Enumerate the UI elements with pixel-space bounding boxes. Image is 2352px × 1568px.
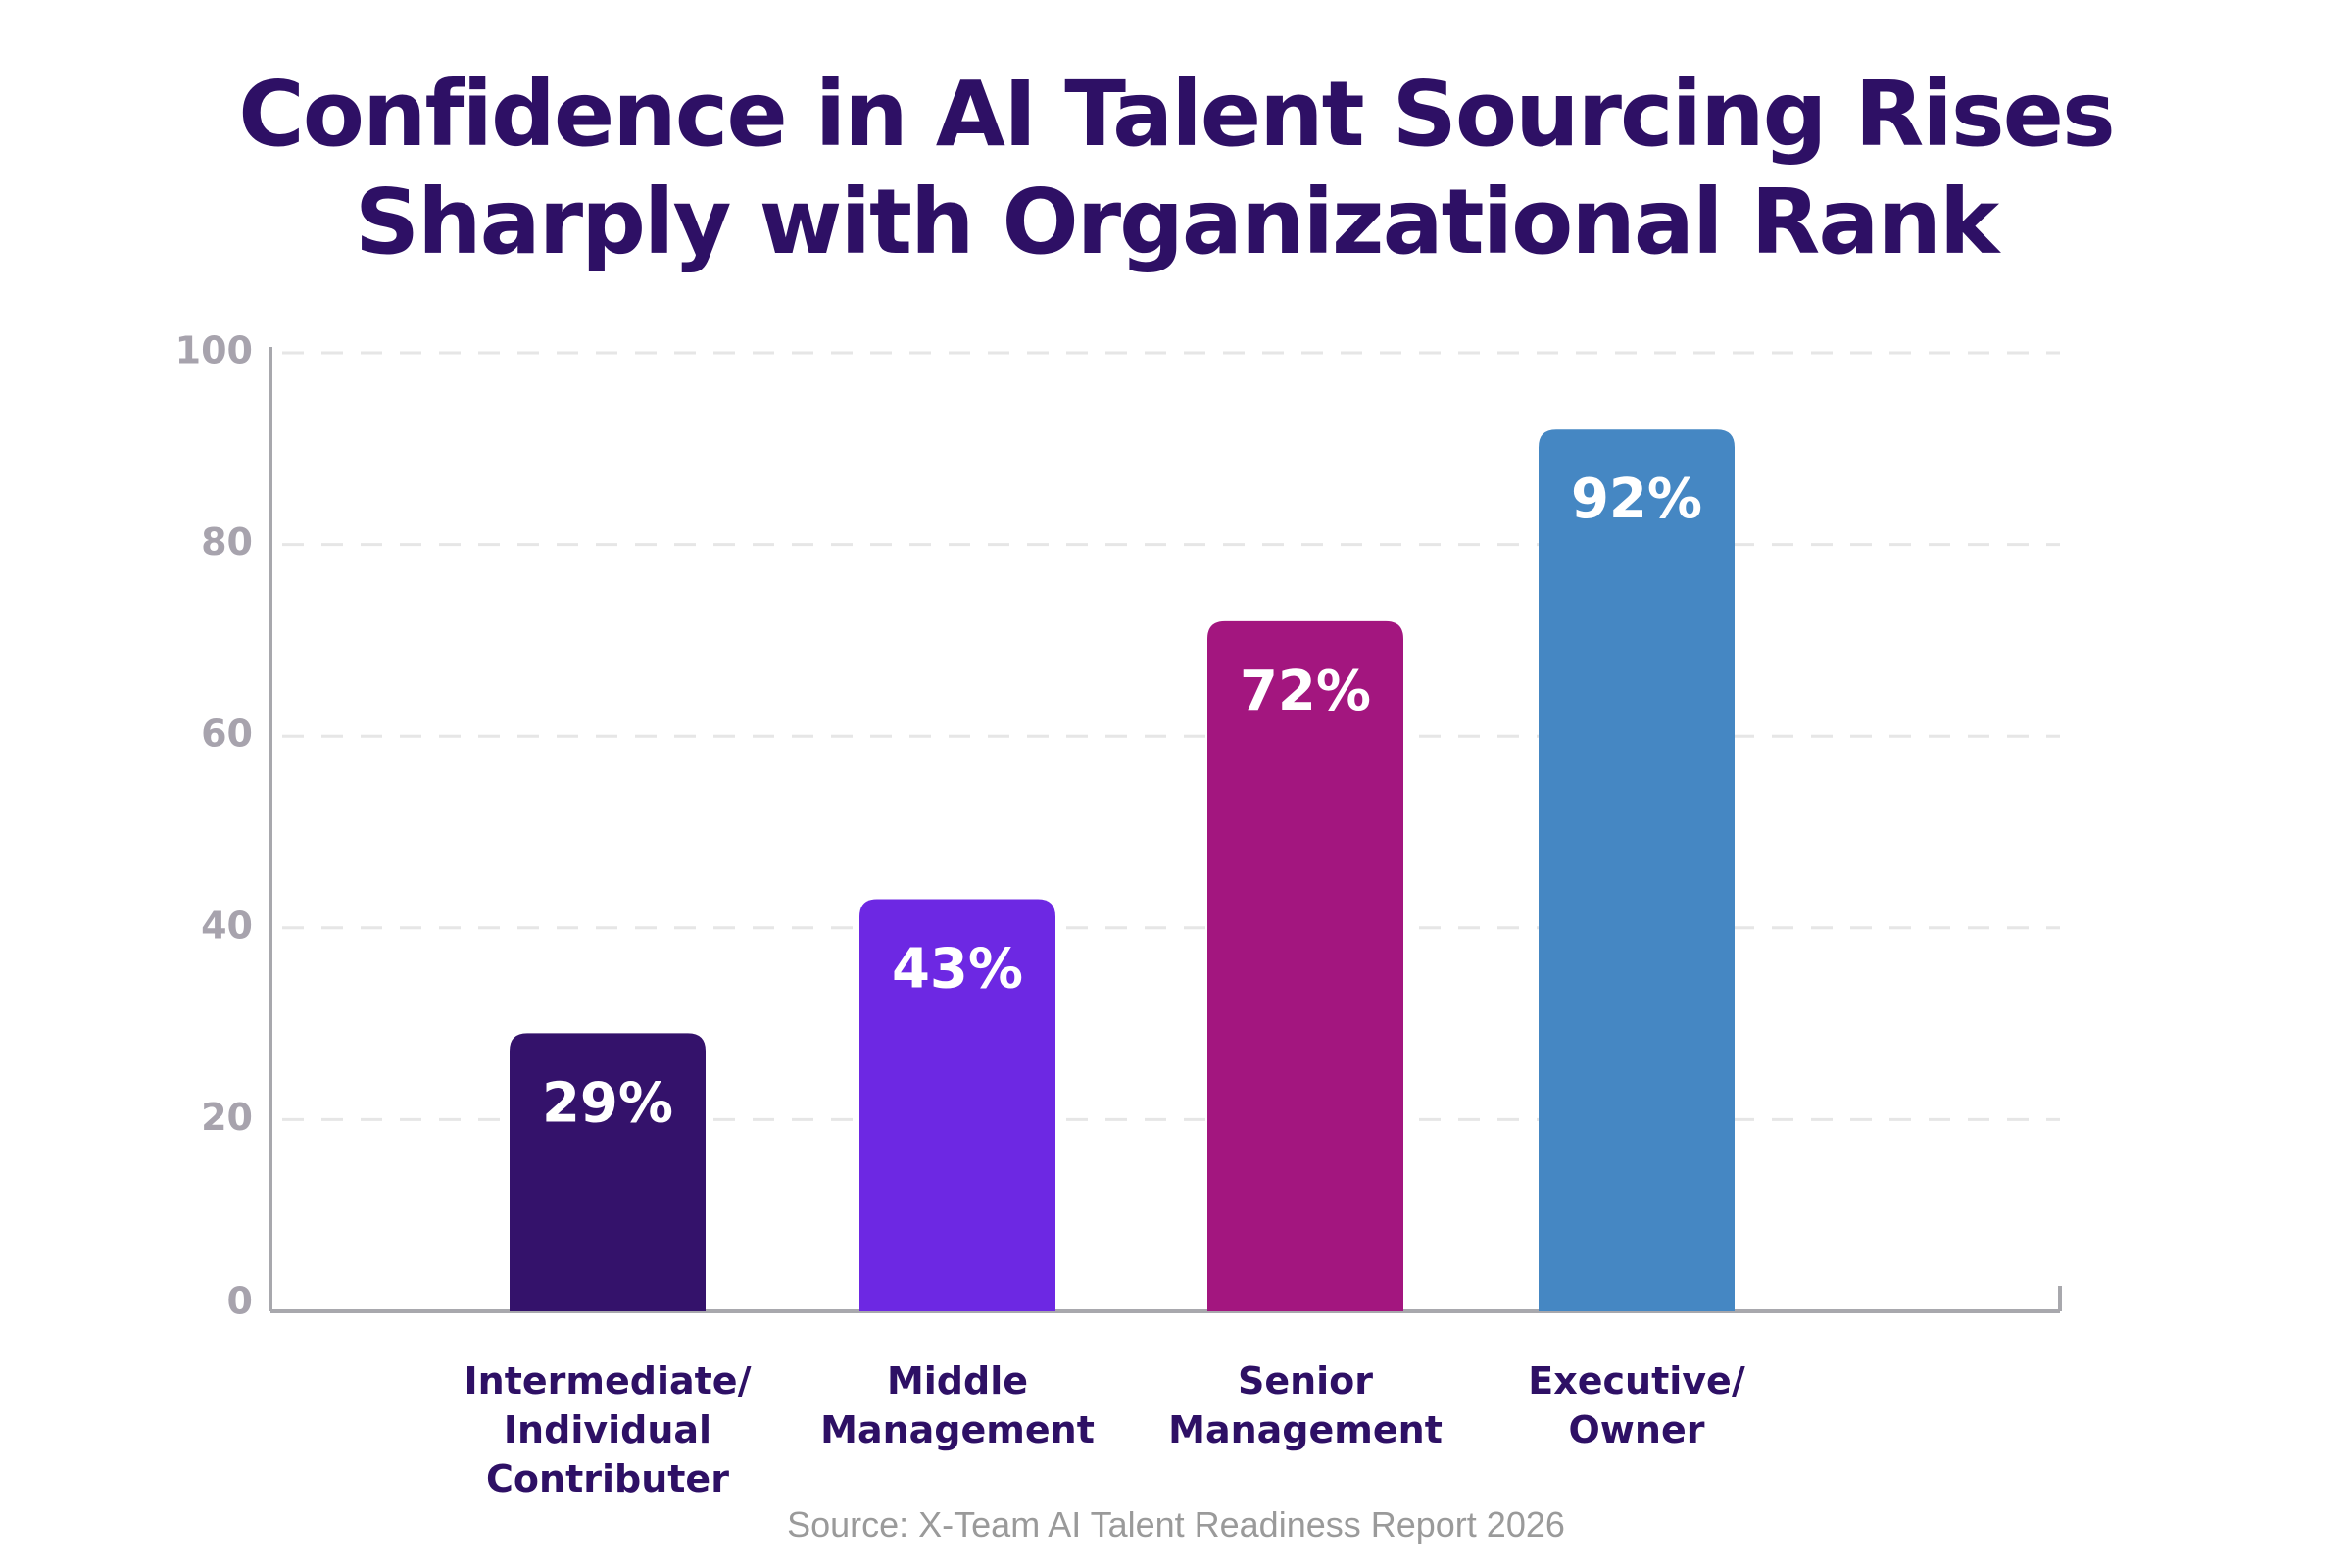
bar bbox=[1207, 620, 1403, 1311]
bar-value-label: 92% bbox=[1571, 467, 1702, 531]
source-note: Source: X-Team AI Talent Readiness Repor… bbox=[787, 1504, 1565, 1544]
x-category-label: Senior bbox=[1238, 1359, 1373, 1402]
bar-value-label: 72% bbox=[1240, 660, 1371, 723]
x-category-label: Intermediate/ bbox=[465, 1359, 752, 1402]
bar bbox=[1539, 429, 1735, 1311]
x-category-label: Management bbox=[820, 1408, 1095, 1451]
bar bbox=[510, 1033, 706, 1311]
y-tick-label: 60 bbox=[201, 712, 253, 756]
x-category-label: Individual bbox=[504, 1408, 711, 1451]
chart-title: Confidence in AI Talent Sourcing Rises S… bbox=[0, 61, 2352, 276]
y-tick-label: 20 bbox=[201, 1096, 253, 1139]
y-tick-label: 40 bbox=[201, 904, 253, 947]
x-category-label: Executive/ bbox=[1528, 1359, 1745, 1402]
x-category-label: Owner bbox=[1569, 1408, 1705, 1451]
x-category-label: Contributer bbox=[486, 1457, 729, 1500]
x-category-label: Management bbox=[1168, 1408, 1443, 1451]
x-category-label: Middle bbox=[887, 1359, 1028, 1402]
bar-value-label: 43% bbox=[892, 937, 1023, 1001]
y-tick-label: 0 bbox=[227, 1280, 253, 1323]
bar-value-label: 29% bbox=[542, 1071, 673, 1135]
bar bbox=[859, 899, 1055, 1311]
y-tick-label: 100 bbox=[175, 329, 253, 372]
chart-title-line: Sharply with Organizational Rank bbox=[354, 170, 1999, 274]
chart-title-line: Confidence in AI Talent Sourcing Rises bbox=[238, 62, 2116, 167]
y-tick-label: 80 bbox=[201, 520, 253, 564]
